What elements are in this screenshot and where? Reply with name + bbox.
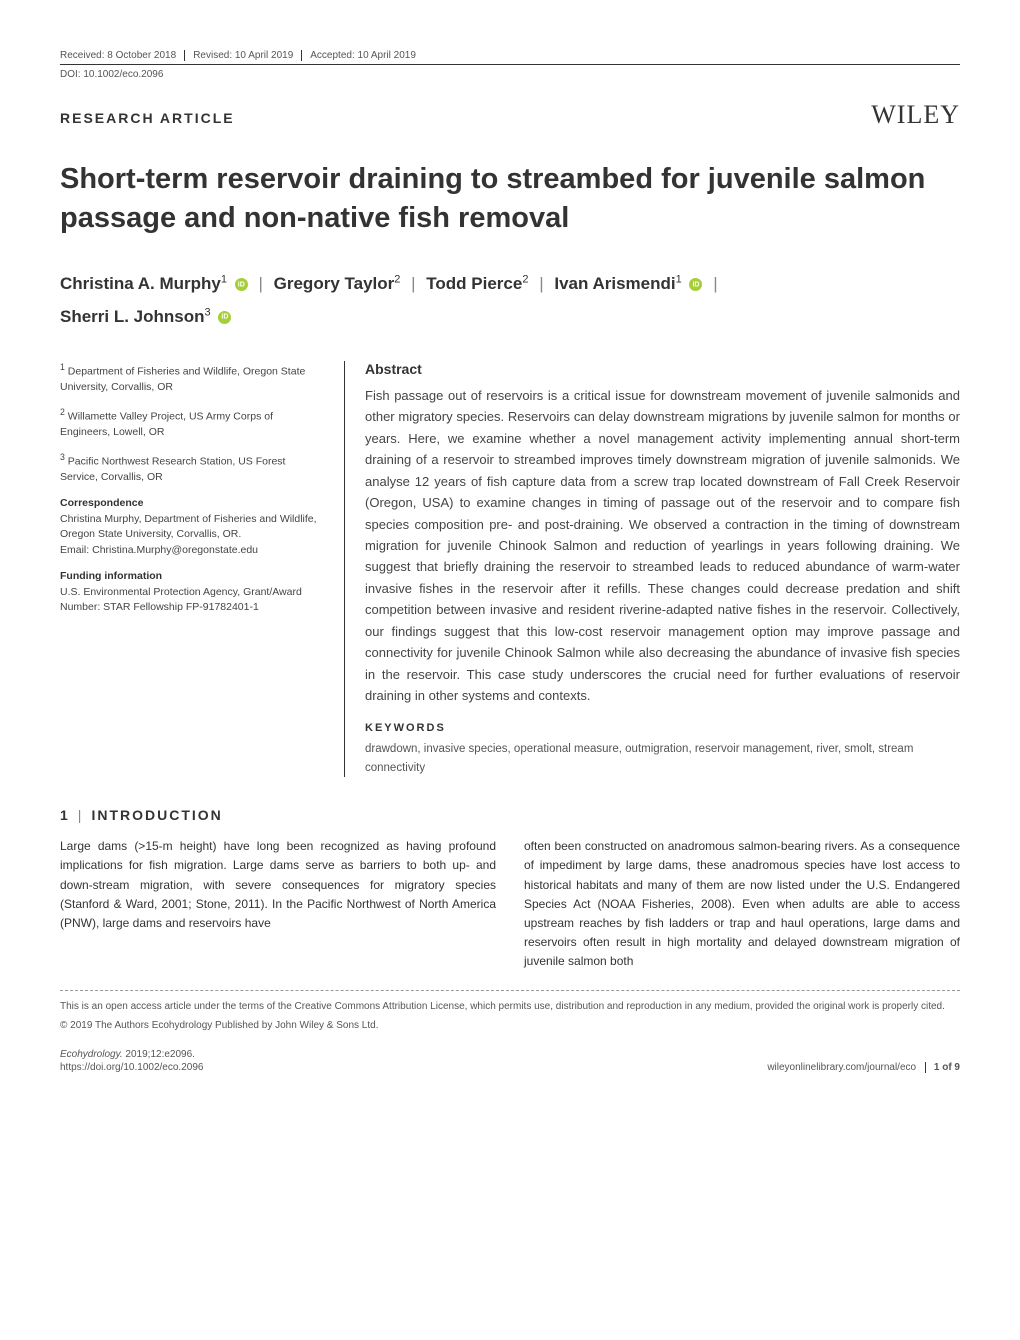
affil-sup: 1 bbox=[60, 362, 65, 372]
article-type: RESEARCH ARTICLE bbox=[60, 110, 235, 126]
author-name: Gregory Taylor bbox=[274, 274, 395, 293]
correspondence-block: Correspondence Christina Murphy, Departm… bbox=[60, 496, 320, 559]
affil-sup: 2 bbox=[60, 407, 65, 417]
keywords-heading: KEYWORDS bbox=[365, 722, 960, 734]
footer-doi-link[interactable]: https://doi.org/10.1002/eco.2096 bbox=[60, 1062, 203, 1073]
funding-text: U.S. Environmental Protection Agency, Gr… bbox=[60, 586, 302, 614]
journal-name: Ecohydrology. bbox=[60, 1049, 123, 1060]
section-number: 1 bbox=[60, 807, 70, 823]
footer-journal-link[interactable]: wileyonlinelibrary.com/journal/eco bbox=[767, 1062, 916, 1073]
author-name: Ivan Arismendi bbox=[554, 274, 675, 293]
accepted-date: Accepted: 10 April 2019 bbox=[302, 50, 424, 61]
metadata-sidebar: 1 Department of Fisheries and Wildlife, … bbox=[60, 361, 320, 777]
orcid-icon[interactable] bbox=[689, 278, 702, 291]
correspondence-email[interactable]: Christina.Murphy@oregonstate.edu bbox=[92, 544, 258, 556]
author-affil: 3 bbox=[205, 306, 211, 318]
orcid-icon[interactable] bbox=[218, 311, 231, 324]
page-number: 1 of 9 bbox=[925, 1062, 960, 1073]
keywords-text: drawdown, invasive species, operational … bbox=[365, 740, 960, 777]
license-divider bbox=[60, 990, 960, 991]
author-name: Sherri L. Johnson bbox=[60, 307, 205, 326]
author-affil: 2 bbox=[522, 274, 528, 286]
author-name: Todd Pierce bbox=[426, 274, 522, 293]
abstract-column: Abstract Fish passage out of reservoirs … bbox=[344, 361, 960, 777]
copyright-text: © 2019 The Authors Ecohydrology Publishe… bbox=[60, 1018, 960, 1033]
author-name: Christina A. Murphy bbox=[60, 274, 221, 293]
footer-left-block: Ecohydrology. 2019;12:e2096. https://doi… bbox=[60, 1049, 203, 1073]
affil-text: Willamette Valley Project, US Army Corps… bbox=[60, 410, 273, 438]
abstract-heading: Abstract bbox=[365, 361, 960, 377]
author-affil: 1 bbox=[221, 274, 227, 286]
affiliation-1: 1 Department of Fisheries and Wildlife, … bbox=[60, 361, 320, 396]
affil-sup: 3 bbox=[60, 452, 65, 462]
footer-citation: Ecohydrology. 2019;12:e2096. bbox=[60, 1049, 203, 1060]
author-separator: | bbox=[411, 274, 415, 293]
affil-text: Department of Fisheries and Wildlife, Or… bbox=[60, 365, 305, 393]
body-text-columns: Large dams (>15-m height) have long been… bbox=[60, 837, 960, 971]
author-list: Christina A. Murphy1 | Gregory Taylor2 |… bbox=[60, 268, 960, 333]
affil-text: Pacific Northwest Research Station, US F… bbox=[60, 455, 285, 483]
submission-dates: Received: 8 October 2018 Revised: 10 Apr… bbox=[60, 50, 960, 65]
section-heading-intro: 1 | INTRODUCTION bbox=[60, 807, 960, 823]
metadata-abstract-row: 1 Department of Fisheries and Wildlife, … bbox=[60, 361, 960, 777]
affiliation-2: 2 Willamette Valley Project, US Army Cor… bbox=[60, 406, 320, 441]
section-separator: | bbox=[78, 807, 84, 823]
body-column-right: often been constructed on anadromous sal… bbox=[524, 837, 960, 971]
publisher-logo: WILEY bbox=[871, 100, 960, 130]
author-separator: | bbox=[713, 274, 717, 293]
page-container: Received: 8 October 2018 Revised: 10 Apr… bbox=[0, 0, 1020, 1123]
orcid-icon[interactable] bbox=[235, 278, 248, 291]
email-label: Email: bbox=[60, 544, 89, 556]
body-column-left: Large dams (>15-m height) have long been… bbox=[60, 837, 496, 971]
footer-row: Ecohydrology. 2019;12:e2096. https://doi… bbox=[60, 1049, 960, 1073]
section-title: INTRODUCTION bbox=[91, 807, 222, 823]
author-affil: 1 bbox=[676, 274, 682, 286]
author-affil: 2 bbox=[394, 274, 400, 286]
affiliation-3: 3 Pacific Northwest Research Station, US… bbox=[60, 451, 320, 486]
license-text: This is an open access article under the… bbox=[60, 999, 960, 1014]
revised-date: Revised: 10 April 2019 bbox=[185, 50, 302, 61]
funding-heading: Funding information bbox=[60, 570, 162, 582]
abstract-text: Fish passage out of reservoirs is a crit… bbox=[365, 385, 960, 707]
correspondence-heading: Correspondence bbox=[60, 497, 143, 509]
article-title: Short-term reservoir draining to streamb… bbox=[60, 160, 960, 238]
funding-block: Funding information U.S. Environmental P… bbox=[60, 569, 320, 616]
received-date: Received: 8 October 2018 bbox=[60, 50, 185, 61]
footer-right-block: wileyonlinelibrary.com/journal/eco 1 of … bbox=[767, 1062, 960, 1073]
article-type-row: RESEARCH ARTICLE WILEY bbox=[60, 100, 960, 130]
author-separator: | bbox=[258, 274, 262, 293]
correspondence-text: Christina Murphy, Department of Fisherie… bbox=[60, 513, 317, 541]
doi: DOI: 10.1002/eco.2096 bbox=[60, 69, 960, 80]
author-separator: | bbox=[539, 274, 543, 293]
citation-detail: 2019;12:e2096. bbox=[125, 1049, 195, 1060]
